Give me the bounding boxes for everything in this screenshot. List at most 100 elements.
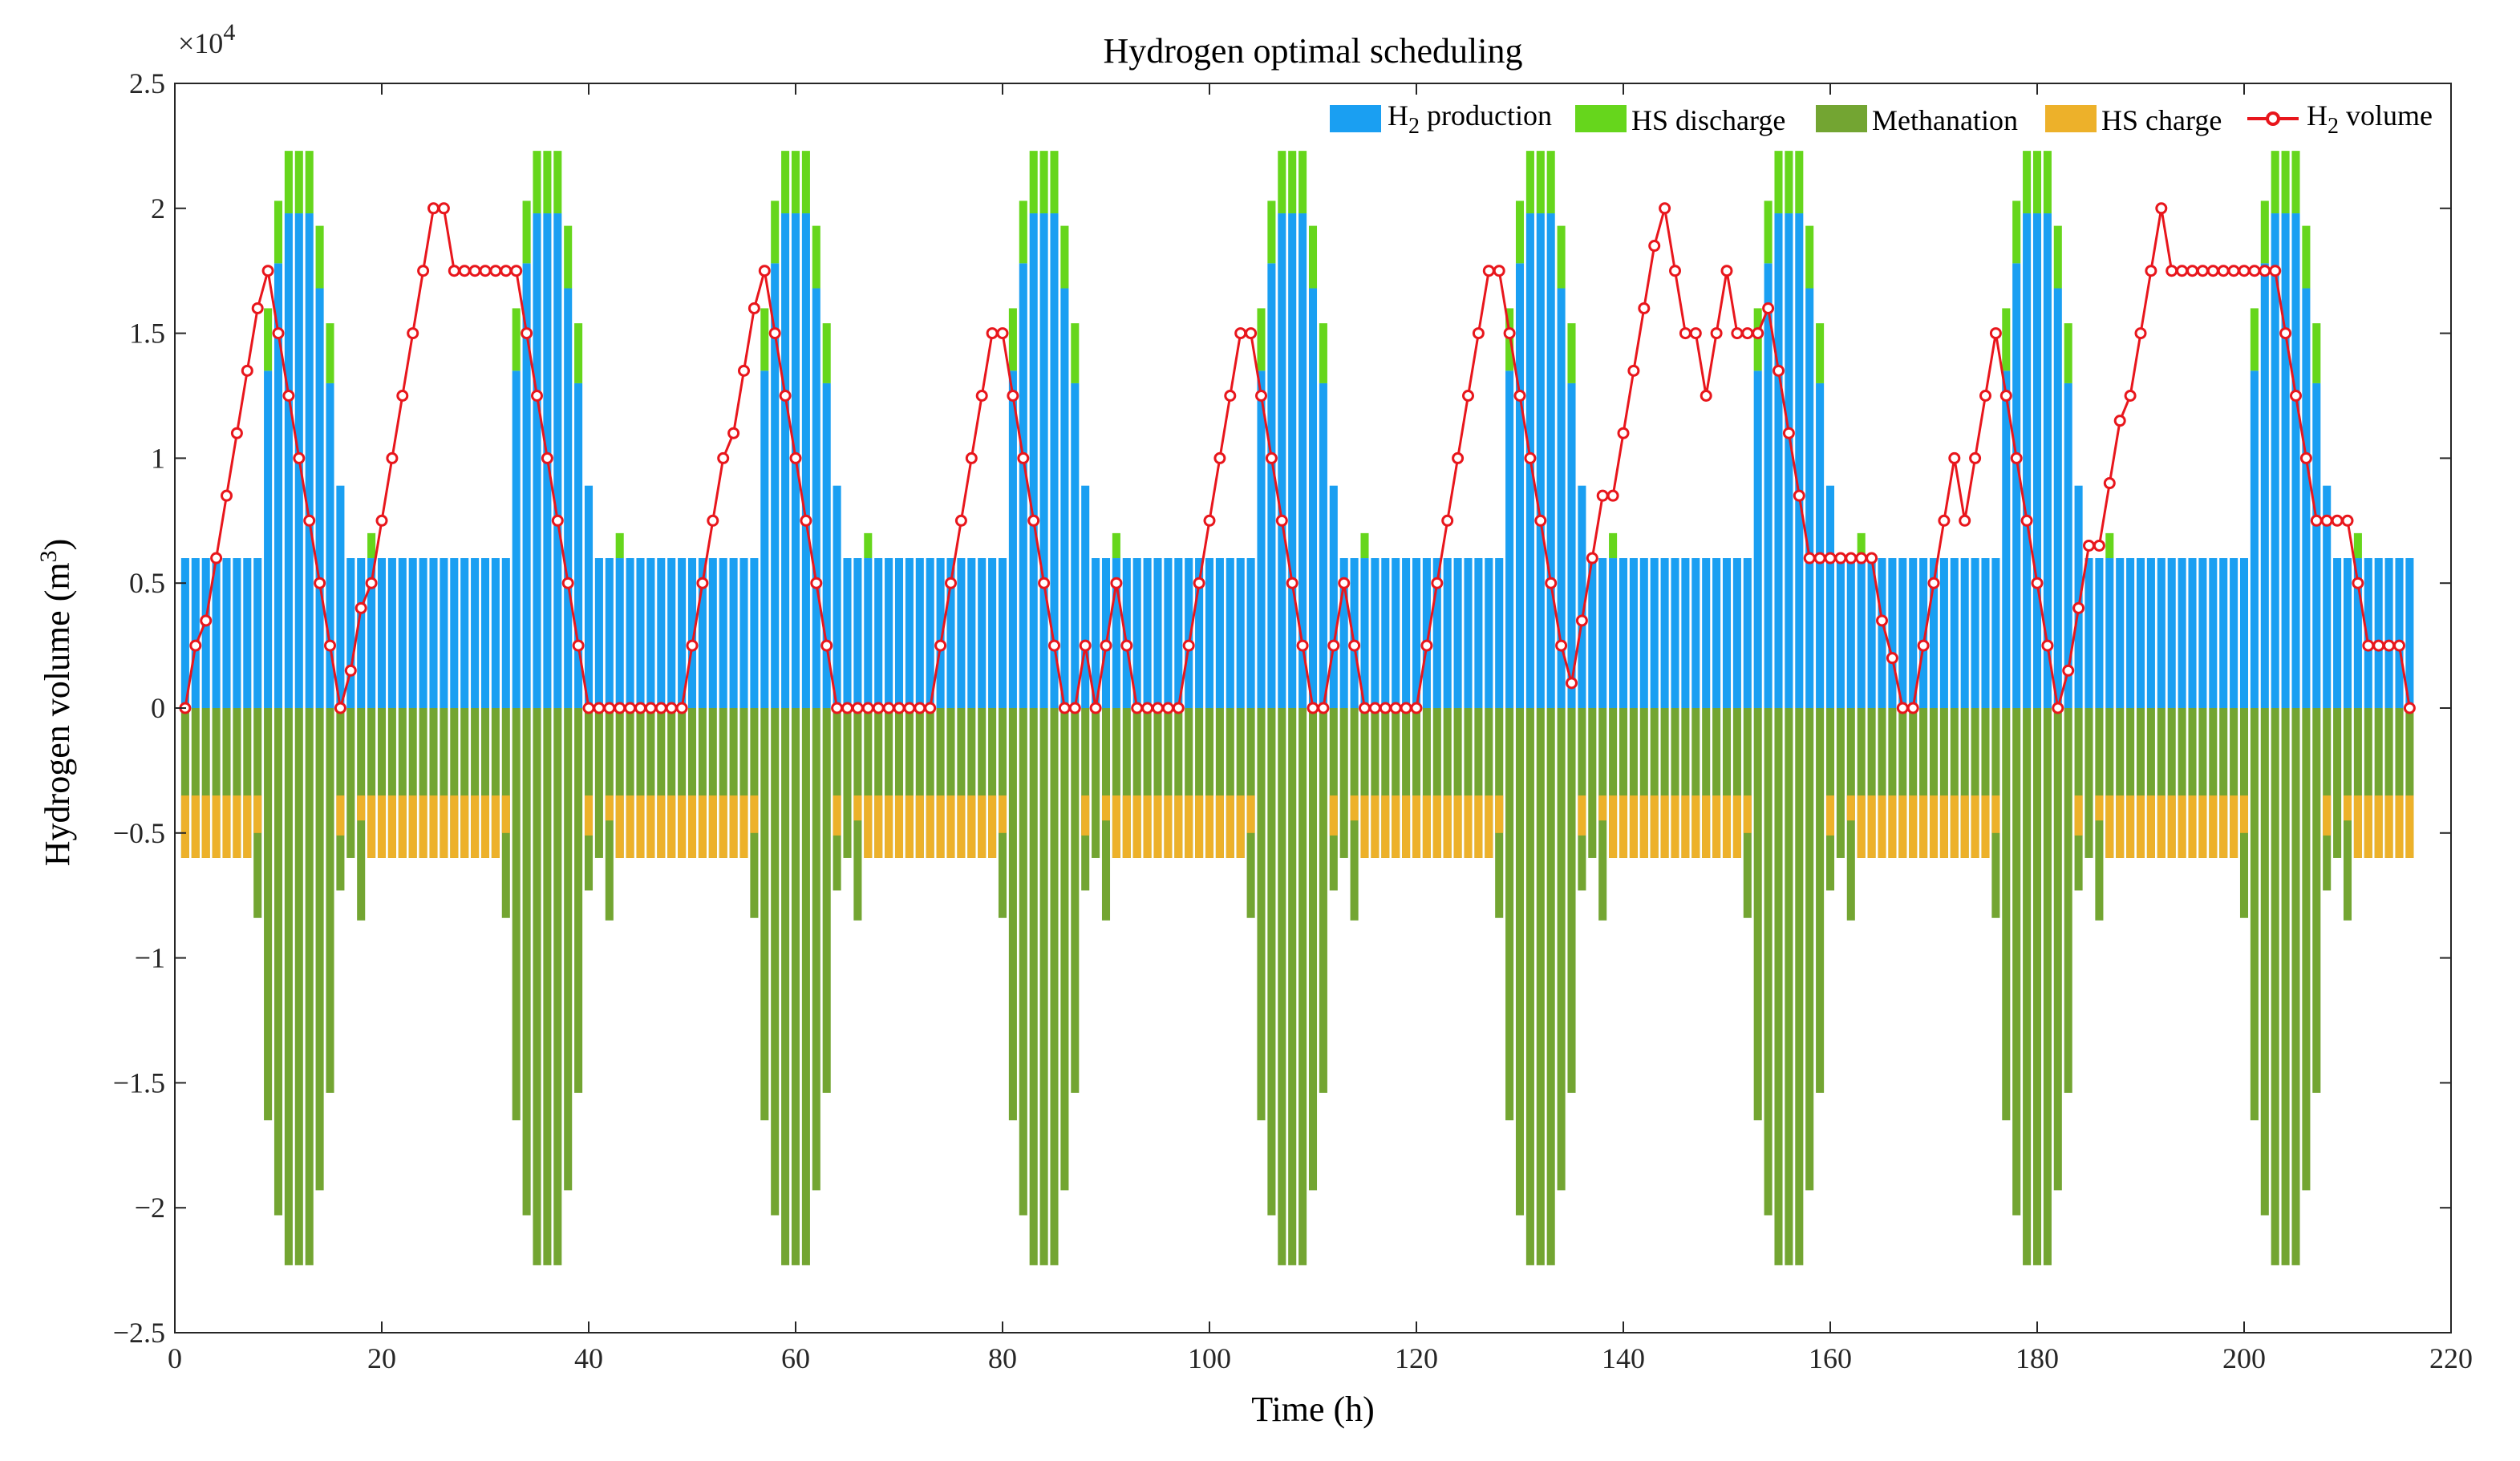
bar-h2-production xyxy=(1195,558,1204,708)
bar-methanation xyxy=(1339,708,1348,858)
bar-h2-production xyxy=(905,558,914,708)
bar-h2-production xyxy=(264,370,273,708)
bar-hs-charge xyxy=(1443,795,1452,858)
h2-volume-point xyxy=(593,702,606,714)
y-tick-label: 0 xyxy=(151,692,165,724)
bar-hs-discharge xyxy=(533,151,541,214)
bar-h2-production xyxy=(2084,558,2093,708)
bar-methanation xyxy=(243,708,252,858)
bar-hs-discharge xyxy=(367,532,376,559)
bar-methanation xyxy=(264,708,273,1121)
bar-hs-discharge xyxy=(512,308,521,371)
h2-volume-point xyxy=(747,302,760,314)
h2-volume-point xyxy=(1100,639,1112,652)
h2-volume-point xyxy=(2352,577,2364,589)
bar-h2-production xyxy=(998,558,1007,708)
bar-hs-charge xyxy=(1153,795,1162,858)
h2-volume-point xyxy=(1161,702,1174,714)
bar-methanation xyxy=(1671,708,1679,858)
bar-methanation xyxy=(1919,708,1928,858)
bar-h2-production xyxy=(2032,213,2042,709)
bar-hs-charge xyxy=(1236,795,1245,858)
bar-methanation xyxy=(1205,708,1214,858)
bar-hs-discharge xyxy=(1029,151,1038,214)
bar-h2-production xyxy=(646,558,655,708)
bar-h2-production xyxy=(2395,558,2404,708)
bar-hs-charge xyxy=(2157,795,2165,858)
bar-methanation xyxy=(967,708,976,858)
bar-hs-charge xyxy=(243,795,252,858)
bar-h2-production xyxy=(1857,558,1866,708)
bar-hs-charge xyxy=(2188,795,2197,858)
bar-h2-production xyxy=(2343,558,2352,708)
y-tick-label: 2.5 xyxy=(129,67,165,99)
bar-h2-production xyxy=(1557,288,1566,709)
bar-hs-charge xyxy=(1743,795,1752,833)
h2-volume-point xyxy=(2299,451,2312,464)
bar-hs-charge xyxy=(1464,795,1473,858)
h2-volume-point xyxy=(2145,265,2157,277)
bar-h2-production xyxy=(678,558,687,708)
bar-h2-production xyxy=(2405,558,2414,708)
bar-h2-production xyxy=(2271,213,2279,709)
h2-volume-point xyxy=(1338,577,1351,589)
bar-hs-discharge xyxy=(1267,200,1276,264)
h2-volume-point xyxy=(934,639,947,652)
bar-hs-discharge xyxy=(2271,151,2279,214)
bar-hs-discharge xyxy=(2302,225,2311,289)
bar-h2-production xyxy=(843,558,852,708)
h2-volume-point xyxy=(293,451,306,464)
legend-swatch-h2-production xyxy=(1330,105,1381,132)
bar-h2-production xyxy=(719,558,727,708)
bar-methanation xyxy=(1650,708,1659,858)
bar-methanation xyxy=(2405,708,2414,858)
bar-h2-production xyxy=(1422,558,1431,708)
bar-methanation xyxy=(2260,708,2269,1216)
bar-hs-charge xyxy=(1888,795,1897,858)
bar-hs-charge xyxy=(615,795,624,858)
h2-volume-point xyxy=(2083,539,2095,552)
bar-hs-charge xyxy=(967,795,976,858)
bar-methanation xyxy=(719,708,727,858)
bar-hs-discharge xyxy=(1525,151,1534,214)
h2-volume-point xyxy=(996,327,1009,340)
bar-h2-production xyxy=(1598,558,1607,708)
bar-hs-charge xyxy=(957,795,966,858)
bar-hs-discharge xyxy=(315,225,324,289)
h2-volume-point xyxy=(1834,552,1847,565)
bar-hs-charge xyxy=(398,795,407,858)
x-tick-label: 0 xyxy=(168,1342,182,1374)
h2-volume-point xyxy=(2341,514,2354,527)
bar-h2-production xyxy=(698,558,707,708)
bar-hs-discharge xyxy=(1278,151,1286,214)
h2-volume-point xyxy=(779,390,792,402)
bar-h2-production xyxy=(584,485,594,708)
bar-h2-production xyxy=(2302,288,2311,709)
bar-methanation xyxy=(305,708,314,1265)
bar-methanation xyxy=(801,708,810,1265)
bar-methanation xyxy=(273,708,283,1216)
bar-hs-charge xyxy=(1722,795,1732,858)
bar-h2-production xyxy=(1081,485,1090,708)
bar-methanation xyxy=(2384,708,2393,858)
bar-methanation xyxy=(1929,708,1939,858)
bar-hs-charge xyxy=(2105,795,2114,858)
bar-h2-production xyxy=(553,213,562,709)
bar-methanation xyxy=(739,708,748,858)
bar-hs-discharge xyxy=(2032,151,2042,214)
h2-volume-point xyxy=(1152,702,1164,714)
h2-volume-point xyxy=(2403,702,2416,714)
bar-hs-discharge xyxy=(1112,532,1120,559)
h2-volume-point xyxy=(2124,390,2137,402)
bar-methanation xyxy=(885,708,893,858)
bar-methanation xyxy=(1412,708,1421,858)
bar-hs-discharge xyxy=(791,151,800,214)
h2-volume-point xyxy=(893,702,905,714)
h2-volume-point xyxy=(1679,327,1691,340)
bar-hs-charge xyxy=(2136,795,2145,858)
bar-hs-charge xyxy=(687,795,697,858)
bar-hs-discharge xyxy=(1019,200,1027,264)
h2-volume-point xyxy=(2279,327,2292,340)
h2-volume-point xyxy=(1638,302,1651,314)
bar-methanation xyxy=(533,708,541,1265)
